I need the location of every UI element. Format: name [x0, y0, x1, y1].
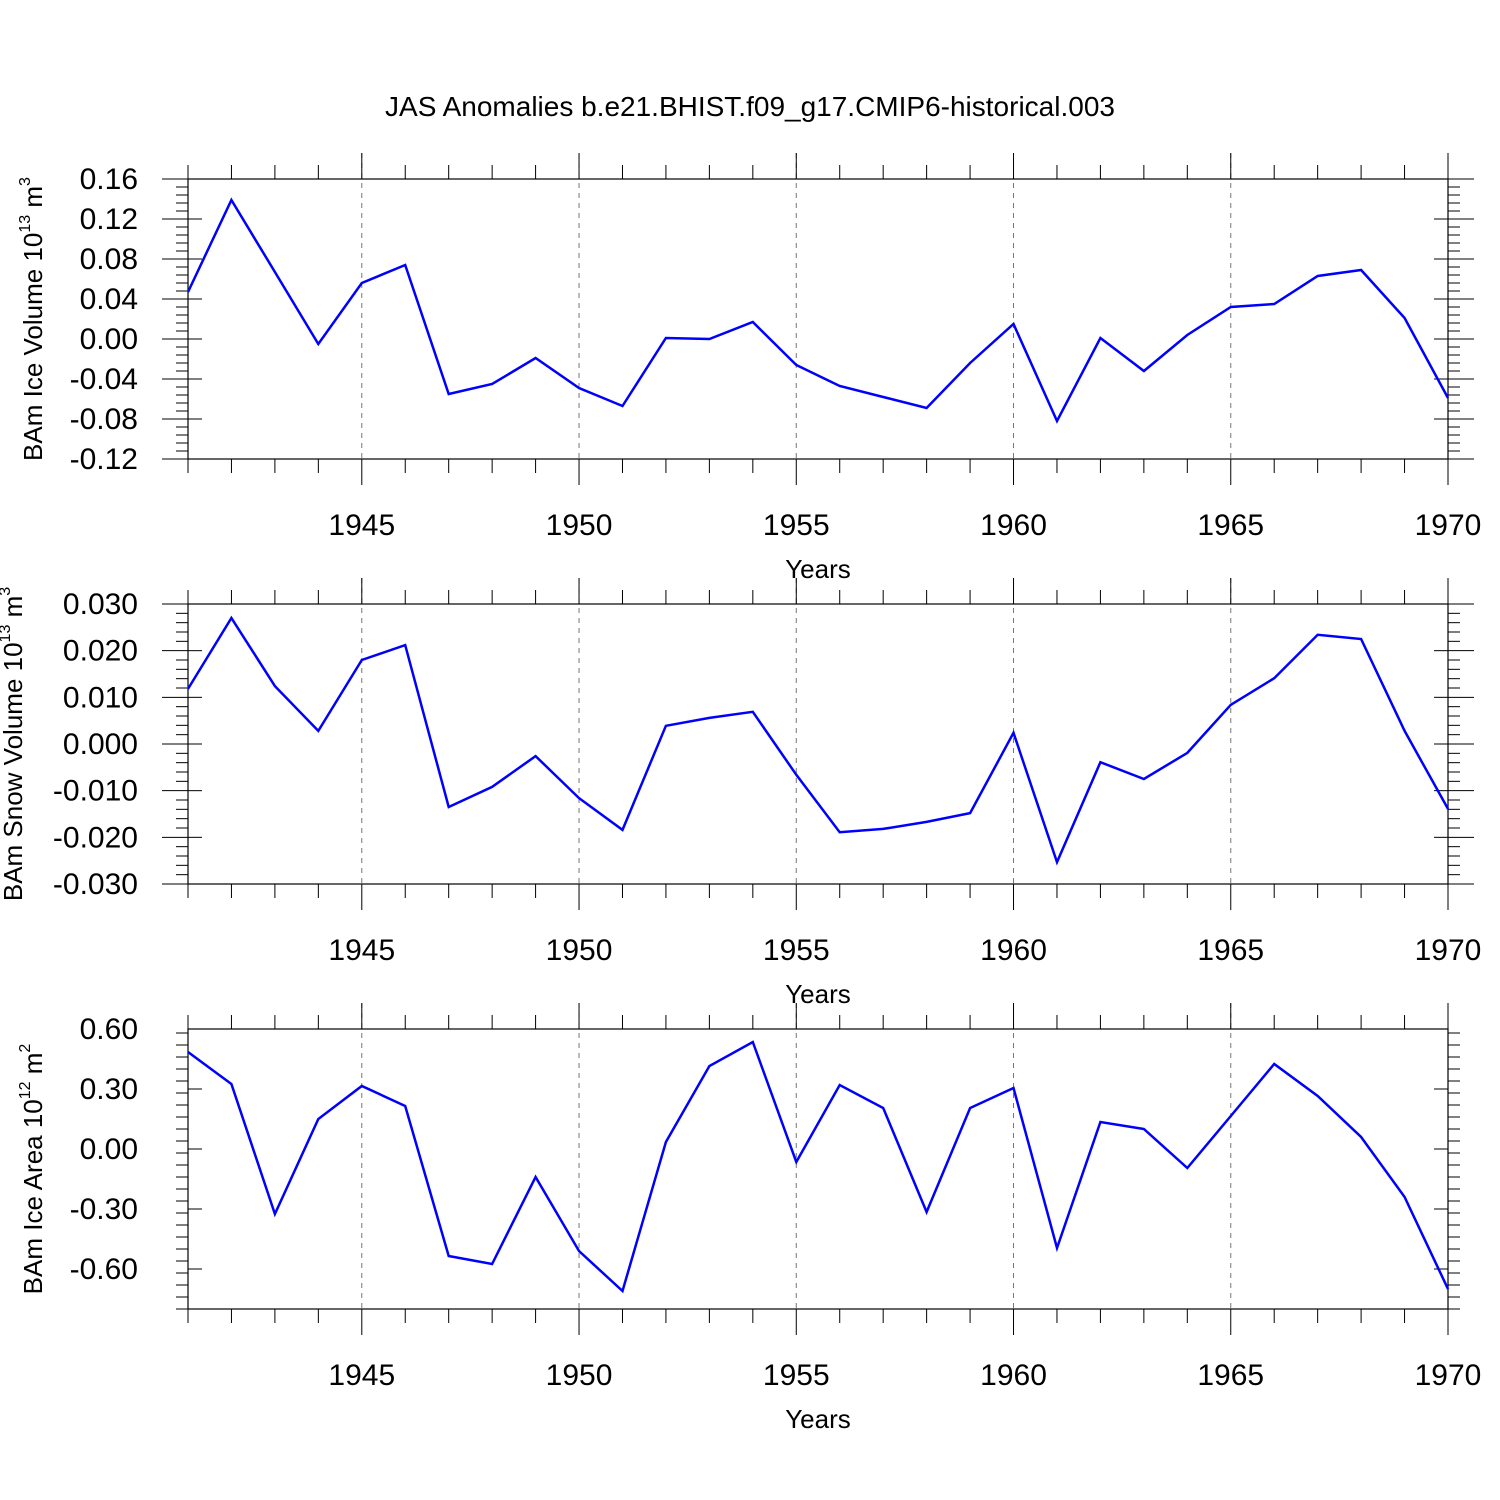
x-tick-label: 1945 — [328, 934, 395, 967]
y-tick-label: 0.000 — [63, 728, 138, 761]
y-tick-label: -0.60 — [70, 1253, 138, 1286]
y-tick-label: -0.020 — [53, 821, 138, 854]
y-tick-label: 0.16 — [80, 163, 138, 196]
y-label-exponent: 13 — [0, 625, 14, 643]
y-axis-label: BAm Snow Volume 1013 m3 — [0, 587, 28, 901]
x-tick-label: 1955 — [763, 509, 830, 542]
x-axis-label: Years — [785, 979, 851, 1009]
x-tick-label: 1945 — [328, 1359, 395, 1392]
y-label-exponent: 12 — [17, 1081, 34, 1099]
plot-frame — [187, 178, 1449, 460]
y-tick-label: 0.020 — [63, 635, 138, 668]
series-line — [187, 1040, 1450, 1294]
series-line — [186, 197, 1450, 424]
y-tick-label: -0.12 — [70, 443, 138, 476]
x-tick-label: 1960 — [980, 934, 1047, 967]
x-tick-label: 1970 — [1415, 509, 1482, 542]
x-tick-label: 1965 — [1197, 934, 1264, 967]
y-tick-label: -0.30 — [70, 1193, 138, 1226]
y-label-exponent: 3 — [17, 177, 34, 186]
y-tick-label: 0.08 — [80, 243, 138, 276]
y-axis-label: BAm Ice Area 1012 m2 — [17, 1044, 48, 1295]
panel-1: 0.16 0.12 0.08 0.04 0.00 -0.04 -0.08 -0.12 1945 1… — [17, 153, 1481, 584]
plot-frame — [187, 1028, 1449, 1310]
y-tick-label: 0.030 — [63, 588, 138, 621]
x-tick-label: 1960 — [980, 509, 1047, 542]
y-tick-label: -0.04 — [70, 363, 138, 396]
series-line — [186, 615, 1450, 866]
y-tick-label: 0.010 — [63, 681, 138, 714]
x-tick-label: 1945 — [328, 509, 395, 542]
y-label-exponent: 3 — [0, 587, 14, 596]
x-axis-label: Years — [785, 1404, 851, 1434]
y-label-text: BAm Ice Volume 10 — [18, 233, 48, 461]
y-tick-label: 0.60 — [80, 1013, 138, 1046]
y-tick-label: -0.030 — [53, 868, 138, 901]
x-tick-label: 1955 — [763, 1359, 830, 1392]
x-axis-label: Years — [785, 554, 851, 584]
x-tick-label: 1955 — [763, 934, 830, 967]
y-label-text: BAm Ice Area 10 — [18, 1099, 48, 1294]
y-tick-label: 0.00 — [80, 1133, 138, 1166]
panel-2: 0.030 0.020 0.010 0.000 -0.010 -0.020 -0.030 19… — [0, 578, 1481, 1009]
y-tick-label: 0.00 — [80, 323, 138, 356]
y-label-text: m — [18, 1053, 48, 1082]
x-tick-label: 1970 — [1415, 934, 1482, 967]
chart-title: JAS Anomalies b.e21.BHIST.f09_g17.CMIP6-… — [385, 91, 1115, 122]
x-tick-label: 1950 — [546, 934, 613, 967]
x-tick-label: 1950 — [546, 509, 613, 542]
x-tick-label: 1970 — [1415, 1359, 1482, 1392]
x-tick-label: 1965 — [1197, 509, 1264, 542]
y-label-text: m — [18, 186, 48, 215]
y-label-exponent: 2 — [17, 1044, 34, 1053]
y-tick-label: -0.010 — [53, 775, 138, 808]
x-tick-label: 1950 — [546, 1359, 613, 1392]
y-axis-label: BAm Ice Volume 1013 m3 — [17, 177, 48, 461]
x-tick-label: 1960 — [980, 1359, 1047, 1392]
y-tick-label: 0.04 — [80, 283, 138, 316]
y-label-exponent: 13 — [17, 215, 34, 233]
x-tick-label: 1965 — [1197, 1359, 1264, 1392]
y-label-text: m — [0, 596, 28, 625]
plot-frame — [187, 603, 1449, 885]
y-tick-label: -0.08 — [70, 403, 138, 436]
panel-3: 0.60 0.30 0.00 -0.30 -0.60 1945 1950 1955 1960 19… — [17, 1003, 1481, 1434]
y-tick-label: 0.30 — [80, 1073, 138, 1106]
y-label-text: BAm Snow Volume 10 — [0, 642, 28, 901]
y-tick-label: 0.12 — [80, 203, 138, 236]
